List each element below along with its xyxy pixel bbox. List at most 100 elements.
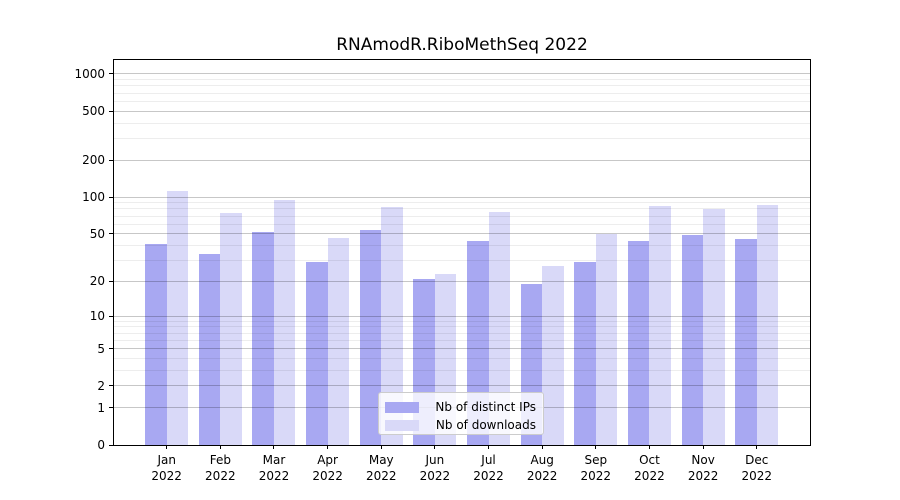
- bar-downloads-mar: [273, 199, 296, 445]
- minor-gridline: [114, 260, 810, 262]
- y-tick-mark: [109, 385, 113, 387]
- minor-gridline: [114, 85, 810, 87]
- month-label: Mar: [262, 453, 286, 467]
- minor-gridline: [114, 92, 810, 94]
- year-label: 2022: [205, 469, 236, 483]
- x-tick-label-aug: Aug 2022: [502, 452, 582, 484]
- x-tick-label-jan: Jan 2022: [127, 452, 207, 484]
- bar-downloads-apr: [327, 238, 350, 445]
- year-label: 2022: [312, 469, 343, 483]
- bar-downloads-feb: [220, 213, 242, 445]
- y-tick-label: 2: [97, 378, 105, 393]
- x-tick-mark: [327, 445, 329, 449]
- y-tick-mark: [109, 444, 113, 446]
- month-label: Jun: [425, 453, 445, 467]
- y-tick-mark: [109, 196, 113, 198]
- x-tick-label-sep: Sep 2022: [556, 452, 636, 484]
- y-tick-mark: [109, 315, 113, 317]
- month-label: Jul: [481, 453, 496, 467]
- major-gridline: [114, 280, 810, 282]
- year-label: 2022: [419, 469, 451, 483]
- bar-distinct-ips-feb: [198, 254, 221, 445]
- x-tick-label-may: May 2022: [341, 452, 421, 484]
- minor-gridline: [114, 320, 810, 322]
- minor-gridline: [114, 370, 810, 372]
- bar-downloads-dec: [756, 205, 779, 445]
- bar-downloads-sep: [595, 233, 618, 445]
- y-tick-mark: [109, 233, 113, 235]
- y-tick-mark: [109, 110, 113, 112]
- legend: Nb of distinct IPs Nb of downloads: [378, 392, 544, 435]
- bar-downloads-jan: [166, 190, 189, 445]
- y-tick-mark: [109, 159, 113, 161]
- y-tick-label: 10: [89, 309, 105, 324]
- x-tick-label-mar: Mar 2022: [234, 452, 314, 484]
- minor-gridline: [114, 137, 810, 139]
- year-label: 2022: [634, 469, 665, 483]
- major-gridline: [114, 315, 810, 317]
- y-tick-label: 20: [89, 274, 105, 289]
- year-label: 2022: [365, 469, 397, 483]
- y-tick-label: 500: [82, 104, 105, 119]
- minor-gridline: [114, 358, 810, 360]
- year-label: 2022: [741, 469, 772, 483]
- x-tick-mark: [219, 445, 221, 449]
- major-gridline: [114, 73, 810, 75]
- axis-ticks-layer: 0 1 2 5 10 20 50 100 200 500 1000 Jan 2022 Feb 2022 Mar…: [74, 60, 810, 483]
- x-tick-label-oct: Oct 2022: [609, 452, 689, 484]
- bar-downloads-nov: [703, 208, 725, 445]
- x-tick-mark: [488, 445, 490, 449]
- x-tick-label-nov: Nov 2022: [663, 452, 743, 484]
- bar-downloads-jul: [488, 211, 511, 445]
- grid-layer: [114, 60, 810, 445]
- legend-label-distinct-ips: Nb of distinct IPs: [435, 400, 536, 414]
- minor-gridline: [114, 326, 810, 328]
- y-tick-label: 1000: [74, 66, 105, 81]
- year-label: 2022: [580, 469, 612, 483]
- month-label: Apr: [317, 453, 338, 467]
- major-gridline: [114, 159, 810, 161]
- y-tick-label: 0: [97, 438, 105, 452]
- x-tick-mark: [541, 445, 543, 449]
- legend-item-distinct-ips: Nb of distinct IPs: [385, 399, 536, 415]
- y-tick-mark: [109, 73, 113, 75]
- month-label: Oct: [639, 453, 660, 467]
- bar-distinct-ips-sep: [574, 262, 596, 445]
- minor-gridline: [114, 202, 810, 204]
- bar-distinct-ips-oct: [627, 240, 650, 445]
- y-tick-mark: [109, 407, 113, 409]
- month-label: Sep: [584, 453, 608, 467]
- month-label: Aug: [530, 453, 554, 467]
- bar-downloads-oct: [649, 205, 671, 445]
- x-tick-label-apr: Apr 2022: [288, 452, 368, 484]
- y-tick-label: 5: [97, 341, 105, 356]
- major-gridline: [114, 110, 810, 112]
- minor-gridline: [114, 245, 810, 247]
- year-label: 2022: [258, 469, 290, 483]
- minor-gridline: [114, 332, 810, 334]
- x-tick-mark: [648, 445, 650, 449]
- legend-swatch-distinct-ips: [385, 401, 419, 413]
- major-gridline: [114, 348, 810, 350]
- y-tick-label: 200: [82, 153, 105, 168]
- bar-downloads-may: [381, 207, 403, 445]
- legend-label-downloads: Nb of downloads: [435, 418, 536, 432]
- month-label: Dec: [745, 453, 769, 467]
- x-tick-label-jun: Jun 2022: [395, 452, 475, 484]
- x-tick-label-dec: Dec 2022: [717, 452, 797, 484]
- bar-downloads-aug: [542, 266, 564, 445]
- x-tick-mark: [756, 445, 758, 449]
- y-tick-label: 100: [82, 190, 105, 205]
- x-tick-mark: [273, 445, 275, 449]
- bar-distinct-ips-mar: [252, 231, 274, 445]
- bar-distinct-ips-dec: [735, 239, 757, 445]
- minor-gridline: [114, 223, 810, 225]
- minor-gridline: [114, 215, 810, 217]
- bar-distinct-ips-nov: [681, 234, 704, 445]
- y-tick-mark: [109, 280, 113, 282]
- y-tick-mark: [109, 348, 113, 350]
- x-tick-mark: [380, 445, 382, 449]
- month-label: Feb: [209, 453, 231, 467]
- x-tick-mark: [166, 445, 168, 449]
